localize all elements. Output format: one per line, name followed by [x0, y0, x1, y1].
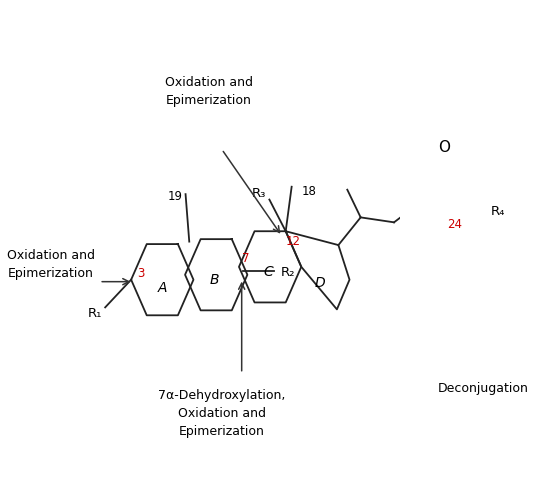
Text: R₃: R₃ — [252, 187, 266, 200]
Text: A: A — [157, 281, 167, 295]
Text: C: C — [264, 265, 273, 279]
Text: R₁: R₁ — [88, 307, 102, 320]
Text: 12: 12 — [286, 235, 301, 247]
Text: Deconjugation: Deconjugation — [438, 382, 529, 395]
Text: 18: 18 — [302, 185, 317, 198]
Text: B: B — [210, 273, 219, 287]
Text: D: D — [315, 276, 325, 290]
Text: 3: 3 — [137, 267, 144, 280]
Text: Oxidation and
Epimerization: Oxidation and Epimerization — [7, 249, 95, 280]
Text: 24: 24 — [447, 218, 462, 231]
Text: 7α-Dehydroxylation,
Oxidation and
Epimerization: 7α-Dehydroxylation, Oxidation and Epimer… — [158, 389, 285, 437]
Text: 19: 19 — [167, 190, 182, 203]
Text: 7: 7 — [242, 253, 250, 266]
Text: Oxidation and
Epimerization: Oxidation and Epimerization — [165, 76, 253, 107]
Text: O: O — [438, 140, 450, 155]
Text: R₄: R₄ — [491, 205, 505, 218]
Text: R₂: R₂ — [280, 266, 295, 279]
